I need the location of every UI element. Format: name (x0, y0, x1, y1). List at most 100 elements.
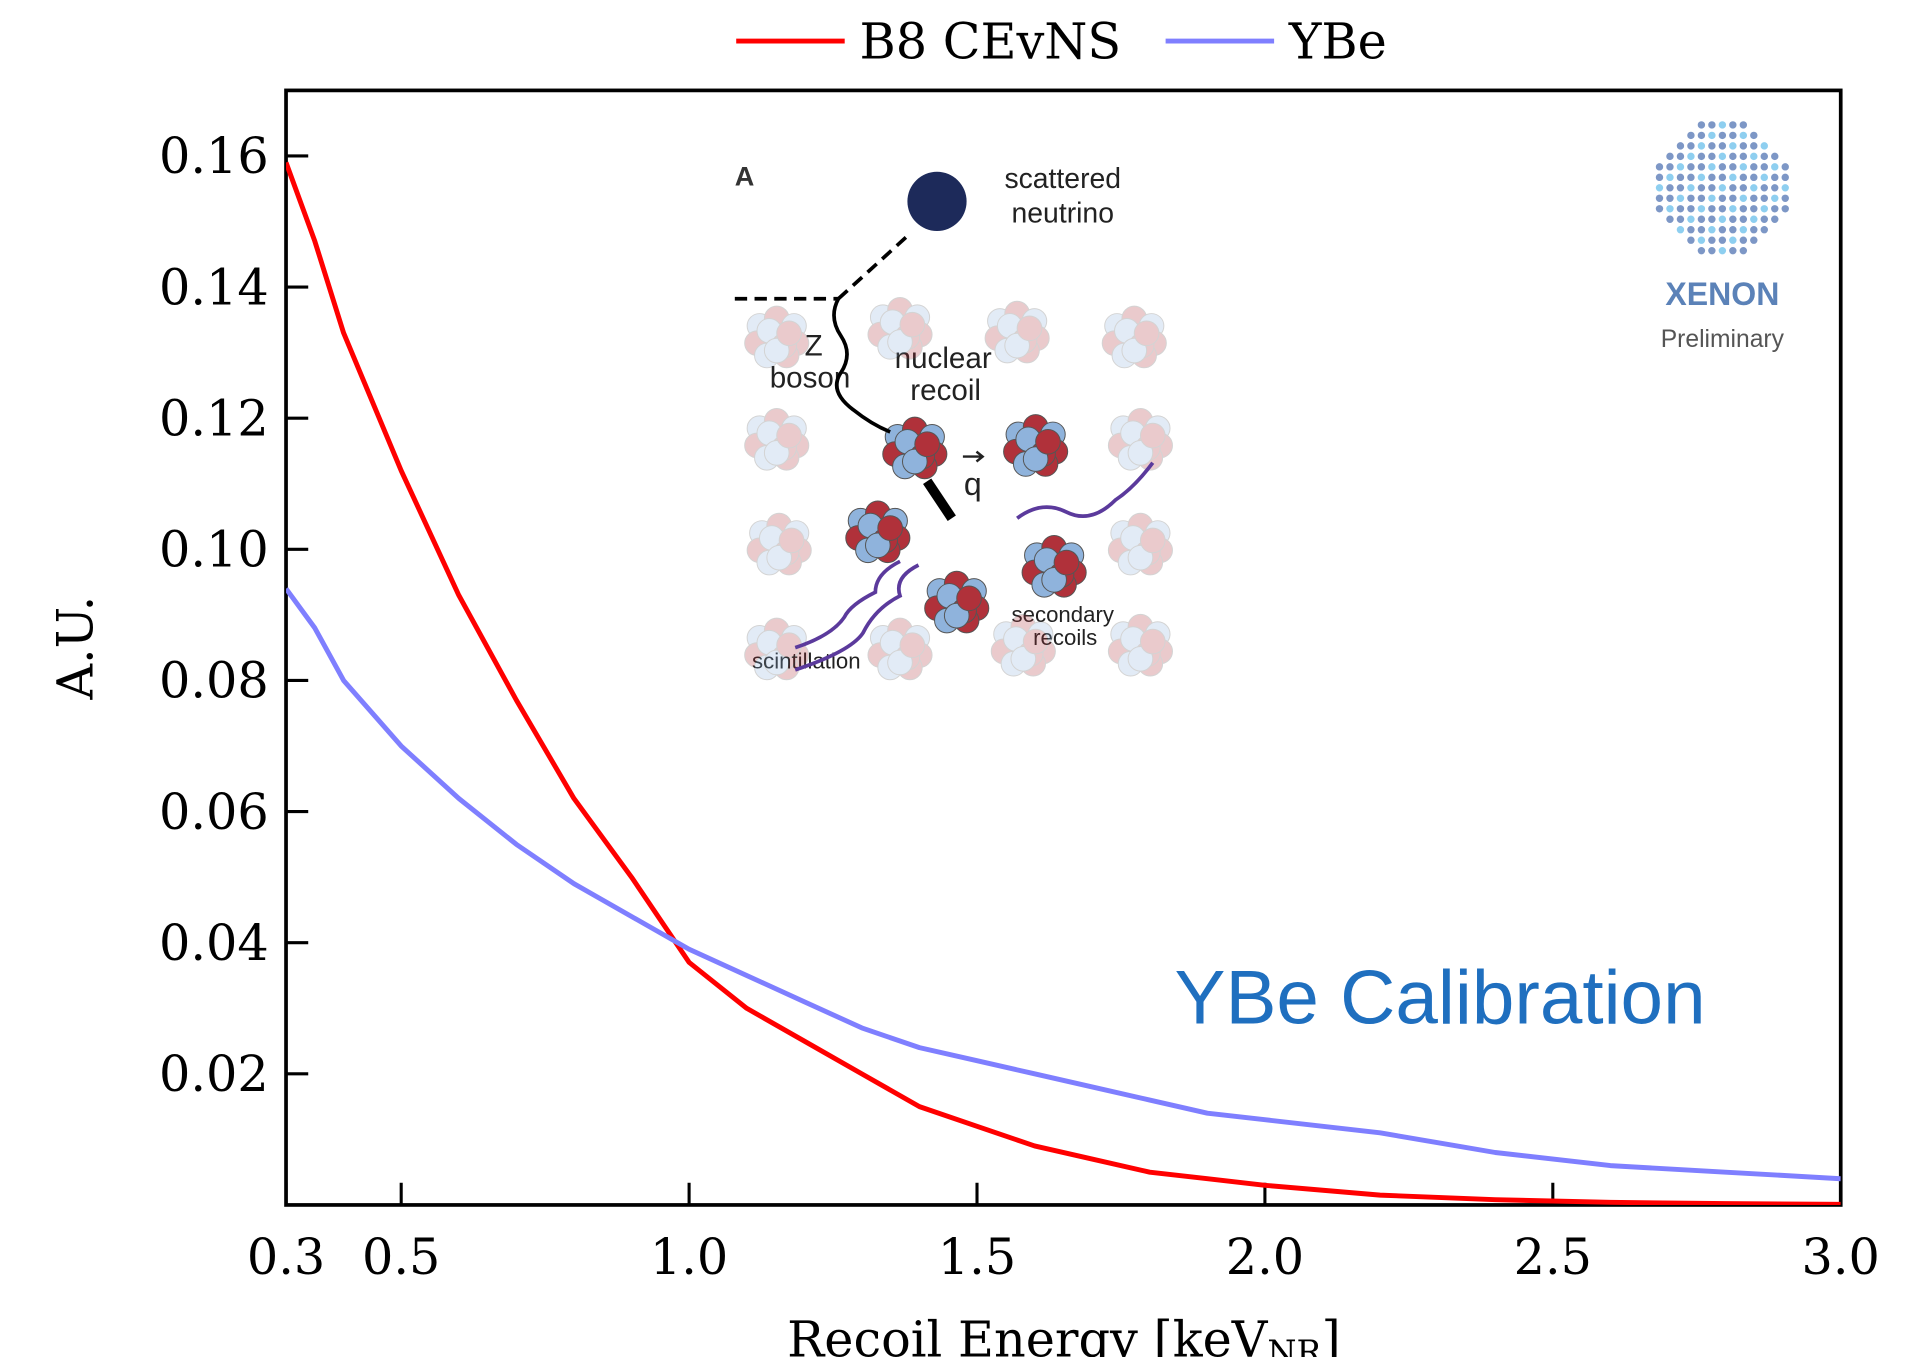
logo-dot (1781, 194, 1789, 202)
nucleon (778, 527, 805, 554)
nucleon (781, 624, 807, 651)
y-tick-label: 0.04 (159, 914, 269, 972)
nucleon (1127, 440, 1154, 466)
nucleon (783, 432, 810, 459)
nucleus (882, 416, 948, 480)
nucleon (1141, 330, 1167, 356)
nucleon (744, 642, 770, 668)
nucleon (1147, 638, 1173, 665)
nucleon (776, 549, 802, 576)
logo-dot (1697, 131, 1706, 140)
logo-dot (1687, 184, 1695, 192)
nucleon (744, 432, 770, 459)
logo-dot (1718, 163, 1727, 171)
nucleon (887, 649, 913, 676)
faded-nucleus (744, 408, 810, 471)
nucleon (754, 444, 780, 471)
nucleon (1144, 520, 1171, 546)
logo-dot (1771, 163, 1779, 171)
nucleon (1107, 432, 1134, 459)
nucleon (1121, 322, 1148, 349)
nucleon (984, 325, 1011, 352)
nucleon (763, 425, 790, 451)
logo-dot (1687, 215, 1695, 223)
inset-diagram: A scattered neutrino Z boson nuclear rec… (735, 160, 1173, 681)
logo-dot (1666, 194, 1674, 202)
logo-dot (1697, 121, 1706, 129)
logo-dot (1739, 194, 1748, 202)
nucleon (1104, 313, 1130, 339)
nucleon (746, 313, 773, 339)
x-tick-label: 2.0 (1226, 1228, 1304, 1286)
logo-dot (1676, 226, 1685, 234)
nucleon (1135, 435, 1161, 461)
x-tick-label: 2.5 (1514, 1228, 1592, 1286)
nucleon (987, 308, 1013, 334)
logo-dot (1739, 236, 1748, 244)
nucleon (1127, 512, 1154, 539)
nucleon (877, 515, 903, 541)
x-tick-label: 0.3 (247, 1228, 325, 1286)
nucleus (845, 500, 911, 564)
logo-dot (1750, 184, 1758, 192)
nucleon (756, 549, 783, 576)
nucleon (1128, 332, 1155, 359)
nucleon (877, 334, 903, 360)
nucleon (1014, 337, 1040, 364)
logo-dot (1760, 142, 1768, 150)
logo-dot (1781, 205, 1789, 213)
nucleon (887, 329, 913, 355)
nucleon (1135, 641, 1161, 667)
logo-dot (1697, 173, 1706, 182)
q-vector (962, 450, 985, 463)
nucleon (786, 537, 812, 564)
nucleon (763, 617, 790, 644)
logo-dot (1687, 163, 1695, 171)
nucleon (1010, 631, 1037, 657)
logo-dot (1771, 205, 1779, 213)
logo-dot (1697, 205, 1706, 213)
legend-label: YBe (1288, 12, 1387, 70)
logo-dot (1697, 163, 1706, 171)
nucleon (1017, 641, 1044, 667)
logo-dot (1718, 226, 1727, 234)
nucleon (1030, 638, 1056, 665)
nucleon (1139, 422, 1166, 449)
nucleon (1035, 428, 1061, 455)
logo-dot (1708, 173, 1716, 182)
logo-dot (1655, 163, 1664, 171)
logo-dot (1760, 184, 1768, 192)
logo-dot (1729, 173, 1737, 182)
logo-dot (1729, 236, 1737, 244)
x-axis-label-end: ] (1322, 1311, 1341, 1357)
logo-dot (1781, 163, 1789, 171)
nucleon (990, 638, 1017, 665)
nucleon (756, 420, 783, 446)
nucleon (783, 330, 810, 356)
nucleus (924, 570, 990, 634)
nucleon (1138, 313, 1165, 339)
logo-dot (1718, 246, 1727, 255)
y-axis-label: A.U. (46, 596, 104, 701)
logo-dot (1708, 121, 1716, 129)
logo-dot (1708, 142, 1716, 150)
logo-dot (1739, 226, 1748, 234)
nucleus (1003, 414, 1069, 477)
logo-dot (1676, 152, 1685, 161)
nucleon (1117, 650, 1144, 677)
logo-dot (1697, 152, 1706, 161)
nucleon (1127, 544, 1154, 571)
logo-dot (1708, 205, 1716, 213)
logo-dot (1708, 226, 1716, 234)
logo-dot (1687, 142, 1695, 150)
x-tick-label: 0.5 (362, 1228, 440, 1286)
nucleon (1144, 621, 1171, 647)
faded-nucleus (1107, 512, 1173, 576)
nucleon (1110, 415, 1136, 442)
logo-dot (1760, 215, 1768, 223)
logo-dot (1781, 184, 1789, 192)
faded-nucleus (984, 300, 1050, 364)
nucleon (756, 317, 783, 344)
logo-dot (1760, 226, 1768, 234)
nucleon (1121, 337, 1148, 364)
